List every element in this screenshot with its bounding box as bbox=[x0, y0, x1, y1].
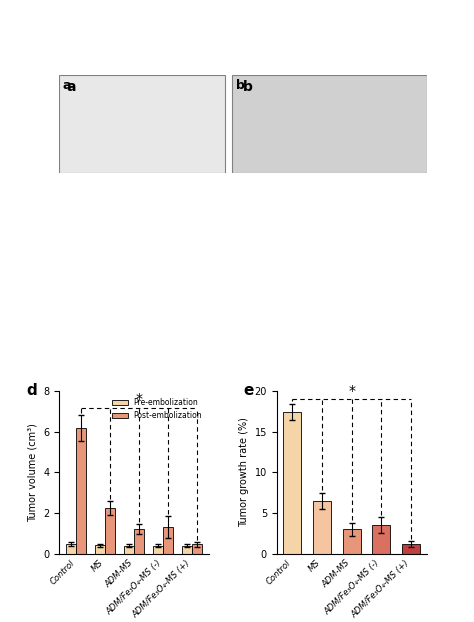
Bar bbox=[373, 525, 390, 554]
Text: c: c bbox=[63, 222, 71, 236]
Text: a: a bbox=[63, 78, 72, 91]
Bar bbox=[182, 546, 192, 554]
Bar bbox=[124, 546, 134, 554]
Bar bbox=[66, 544, 76, 554]
Bar bbox=[283, 412, 301, 554]
Bar bbox=[192, 544, 202, 554]
Text: b: b bbox=[236, 78, 245, 91]
Y-axis label: Tumor volume (cm³): Tumor volume (cm³) bbox=[27, 423, 38, 522]
Text: e: e bbox=[244, 383, 254, 398]
Legend: Pre-embolization, Post-embolization: Pre-embolization, Post-embolization bbox=[109, 395, 205, 423]
Bar bbox=[343, 529, 361, 554]
Text: b: b bbox=[243, 80, 253, 93]
Bar bbox=[105, 508, 115, 554]
Bar bbox=[76, 428, 86, 554]
Text: *: * bbox=[136, 392, 143, 406]
Y-axis label: Tumor growth rate (%): Tumor growth rate (%) bbox=[239, 417, 249, 527]
Text: a: a bbox=[66, 80, 76, 93]
Text: *: * bbox=[348, 384, 355, 398]
Bar bbox=[232, 75, 427, 173]
Bar bbox=[313, 501, 331, 554]
Bar bbox=[163, 527, 173, 554]
Bar bbox=[402, 544, 420, 554]
Bar bbox=[59, 75, 225, 173]
Text: d: d bbox=[26, 383, 37, 398]
Bar bbox=[153, 546, 163, 554]
Bar bbox=[134, 529, 145, 554]
Bar bbox=[95, 545, 105, 554]
